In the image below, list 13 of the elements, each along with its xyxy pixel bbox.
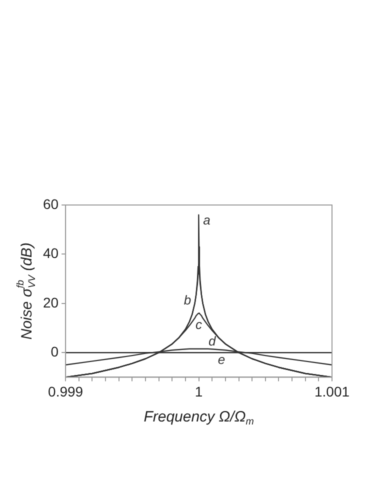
x-tick-label: 0.999 — [48, 383, 84, 400]
y-tick-label: 20 — [42, 294, 59, 310]
series-label: e — [218, 352, 226, 368]
y-tick-label: 60 — [42, 196, 59, 212]
y-tick-label: 40 — [42, 245, 59, 262]
series-label: d — [208, 334, 216, 349]
x-tick-label: 1 — [194, 383, 203, 400]
series-label: c — [196, 316, 203, 332]
series-label: b — [184, 292, 192, 308]
y-tick-label: 0 — [50, 343, 59, 360]
y-axis-title: Noise σfbVV (dB) — [16, 242, 38, 340]
x-tick-label: 1.001 — [314, 383, 350, 400]
series-label: a — [203, 212, 210, 228]
